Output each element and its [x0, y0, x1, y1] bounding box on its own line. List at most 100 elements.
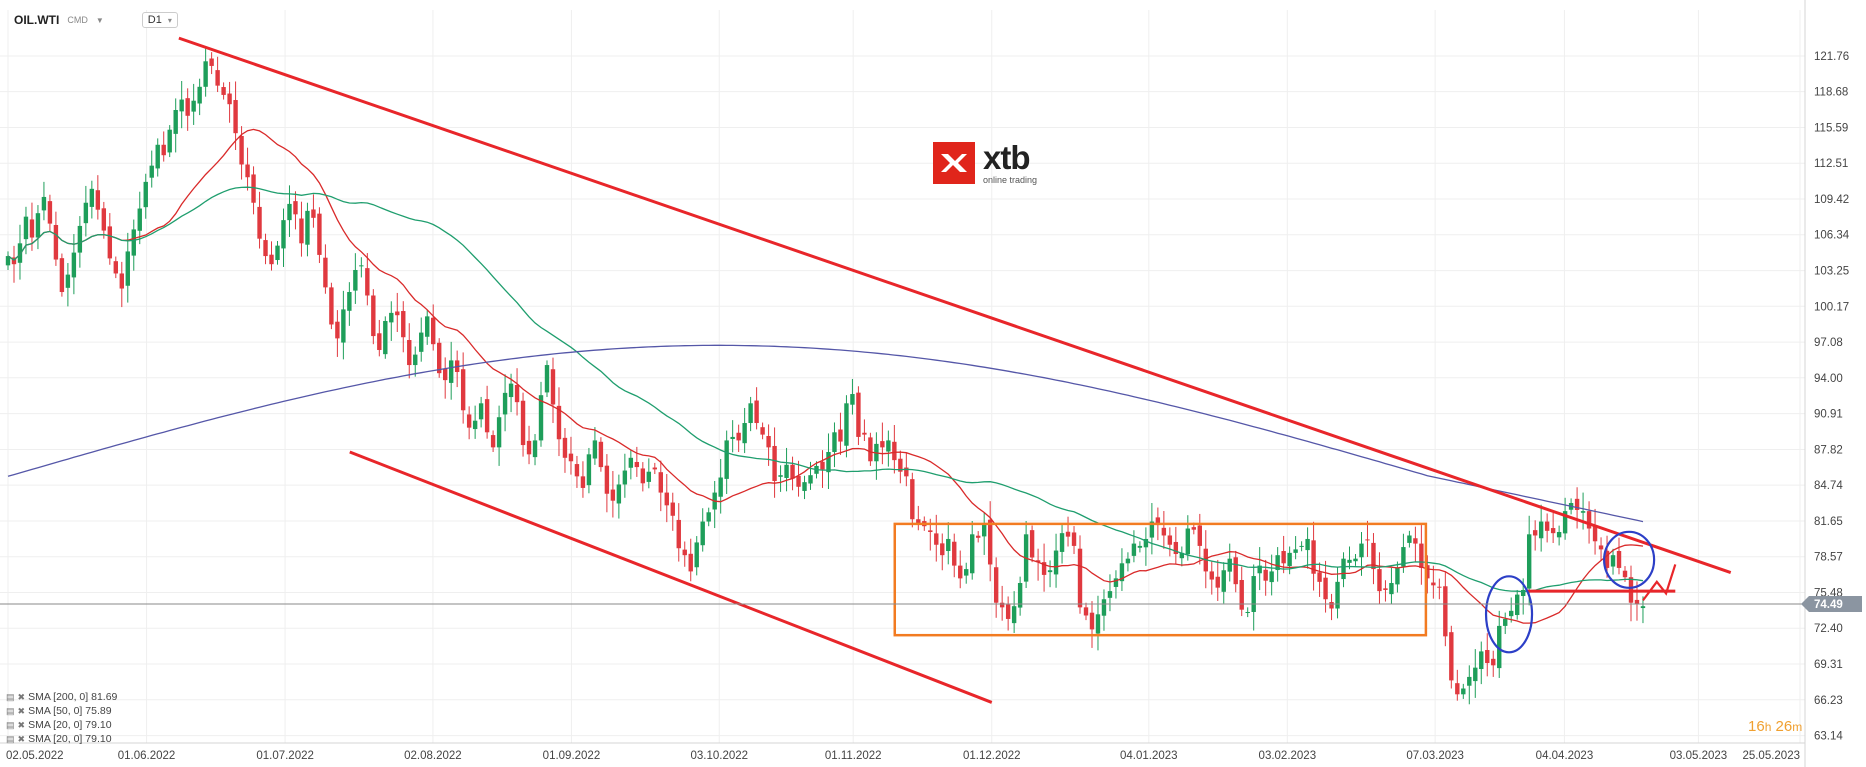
- candle-body: [1089, 612, 1095, 630]
- candle-body: [1029, 530, 1035, 558]
- candle-body: [520, 400, 526, 446]
- candle-body: [83, 202, 89, 224]
- y-tick-label: 100.17: [1814, 301, 1849, 313]
- candle-body: [958, 565, 963, 579]
- candle-body: [784, 464, 789, 478]
- indicator-remove-icon[interactable]: ✖: [17, 733, 26, 744]
- indicator-row[interactable]: ▤ ✖ SMA [20, 0] 79.10: [6, 718, 117, 732]
- candle-body: [1503, 618, 1508, 626]
- symbol-label[interactable]: OIL.WTI: [14, 13, 60, 27]
- candle-body: [125, 251, 130, 286]
- candle-body: [832, 432, 837, 453]
- indicator-row[interactable]: ▤ ✖ SMA [20, 0] 79.10: [6, 732, 117, 746]
- candle-body: [964, 569, 969, 576]
- candle-body: [946, 538, 951, 552]
- candle-body: [1047, 570, 1053, 573]
- candle-body: [383, 320, 388, 355]
- candle-body: [1616, 551, 1622, 568]
- candle-body: [101, 208, 107, 231]
- candle-body: [185, 98, 190, 116]
- candle-body: [1293, 549, 1298, 553]
- indicator-settings-icon[interactable]: ▤: [6, 733, 15, 744]
- candle-body: [1065, 531, 1071, 537]
- candle-body: [353, 269, 358, 291]
- indicator-remove-icon[interactable]: ✖: [17, 719, 26, 730]
- candle-body: [484, 399, 490, 433]
- candle-body: [197, 86, 202, 104]
- candle-body: [323, 257, 328, 288]
- candle-body: [1515, 594, 1520, 616]
- candle-body: [1467, 676, 1472, 686]
- candle-body: [1461, 688, 1466, 695]
- candle-body: [760, 427, 765, 435]
- candle-body: [478, 403, 484, 420]
- indicator-row[interactable]: ▤ ✖ SMA [50, 0] 75.89: [6, 704, 117, 718]
- candle-body: [1347, 559, 1352, 563]
- logo-tagline: online trading: [983, 175, 1038, 185]
- candle-body: [790, 464, 795, 479]
- candle-body: [107, 226, 113, 259]
- candle-body: [209, 58, 214, 66]
- indicator-settings-icon[interactable]: ▤: [6, 705, 15, 716]
- candle-body: [592, 440, 598, 459]
- candle-body: [1305, 538, 1310, 551]
- candle-body: [305, 210, 310, 245]
- candle-body: [766, 436, 771, 448]
- candle-body: [1622, 570, 1628, 578]
- sma-20-line: [7, 128, 1644, 624]
- indicator-label: SMA [20, 0] 79.10: [28, 719, 112, 731]
- candle-body: [688, 553, 693, 572]
- candle-body: [1275, 555, 1280, 571]
- indicator-row[interactable]: ▤ ✖ SMA [200, 0] 81.69: [6, 690, 117, 704]
- candle-body: [574, 464, 580, 477]
- candle-body: [395, 311, 400, 316]
- candle-body: [580, 476, 586, 488]
- candle-body: [1371, 542, 1376, 570]
- timeframe-selector[interactable]: D1 ▾: [141, 12, 178, 28]
- candle-body: [1389, 583, 1394, 595]
- candle-body: [1317, 572, 1322, 582]
- candle-body: [35, 213, 41, 238]
- candle-body: [1610, 555, 1616, 567]
- projected-path: [1642, 564, 1677, 602]
- candle-body: [970, 534, 975, 574]
- candle-body: [113, 261, 119, 274]
- candle-body: [1107, 591, 1113, 598]
- y-tick-label: 66.23: [1814, 695, 1843, 707]
- candle-body: [1431, 582, 1436, 586]
- candle-body: [179, 99, 184, 112]
- candle-body: [796, 475, 801, 487]
- candle-body: [1215, 576, 1220, 588]
- candle-body: [646, 471, 652, 482]
- candle-body: [263, 240, 268, 257]
- y-tick-label: 118.68: [1814, 87, 1848, 99]
- candle-body: [1449, 632, 1454, 681]
- indicator-settings-icon[interactable]: ▤: [6, 719, 15, 730]
- candle-body: [916, 519, 921, 524]
- candle-body: [221, 87, 226, 95]
- candle-body: [586, 454, 592, 486]
- indicator-settings-icon[interactable]: ▤: [6, 691, 15, 702]
- current-price-label: 74.49: [1814, 599, 1843, 611]
- candle-body: [1287, 552, 1292, 567]
- symbol-dropdown-icon[interactable]: ▼: [95, 15, 104, 25]
- indicator-remove-icon[interactable]: ✖: [17, 691, 26, 702]
- candle-body: [1155, 517, 1161, 526]
- candle-body: [1383, 588, 1388, 590]
- candle-body: [634, 461, 640, 468]
- candle-body: [670, 502, 675, 516]
- candle-body: [1574, 498, 1580, 510]
- candle-body: [5, 256, 11, 266]
- indicator-remove-icon[interactable]: ✖: [17, 705, 26, 716]
- candle-body: [652, 467, 658, 470]
- candle-body: [886, 440, 891, 452]
- candle-body: [119, 273, 124, 289]
- candle-body: [77, 225, 83, 253]
- grid: [0, 10, 1805, 743]
- candle-body: [724, 440, 729, 479]
- timer-hours: 16: [1748, 718, 1765, 735]
- candle-body: [1640, 606, 1646, 609]
- candle-body: [928, 530, 933, 532]
- highlight-circle: [1484, 575, 1534, 654]
